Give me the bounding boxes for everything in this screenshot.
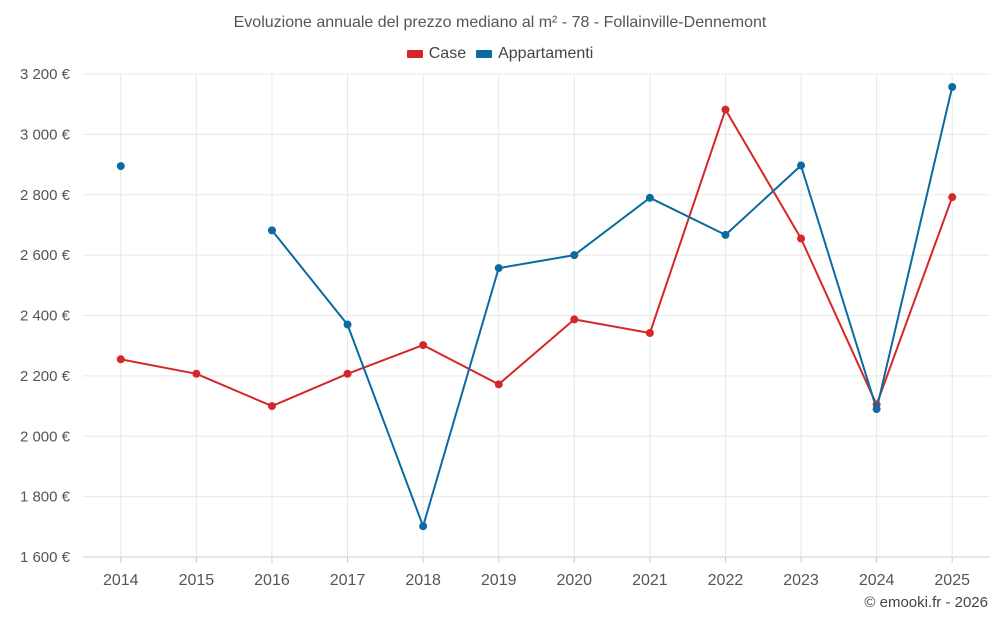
y-tick-label: 1 800 €: [20, 489, 71, 506]
y-tick-label: 2 800 €: [20, 187, 71, 204]
data-point-case: [721, 105, 730, 114]
credit-text: © emooki.fr - 2026: [864, 594, 988, 611]
data-point-appartamenti: [570, 251, 579, 260]
data-point-case: [948, 193, 957, 202]
x-tick-label: 2019: [481, 572, 517, 589]
data-point-appartamenti: [721, 230, 730, 239]
legend: Case Appartamenti: [0, 45, 1000, 63]
legend-swatch-appartamenti: [476, 50, 493, 58]
data-point-appartamenti: [419, 522, 428, 531]
legend-item-case[interactable]: Case: [406, 45, 467, 63]
data-point-case: [645, 329, 654, 338]
y-tick-label: 2 200 €: [20, 368, 71, 385]
x-tick-label: 2014: [103, 572, 139, 589]
data-point-case: [116, 355, 125, 364]
x-tick-label: 2020: [556, 572, 592, 589]
y-tick-label: 2 600 €: [20, 247, 71, 264]
y-tick-label: 1 600 €: [20, 549, 71, 566]
series-line-case: [120, 108, 954, 408]
y-tick-label: 2 000 €: [20, 428, 71, 445]
x-tick-label: 2017: [330, 572, 366, 589]
data-point-case: [494, 380, 503, 389]
data-point-case: [343, 369, 352, 378]
data-point-case: [570, 315, 579, 324]
legend-label-case: Case: [428, 45, 467, 62]
x-tick-label: 2025: [934, 572, 970, 589]
data-point-case: [797, 234, 806, 243]
x-tick-label: 2015: [179, 572, 215, 589]
legend-item-appartamenti[interactable]: Appartamenti: [476, 45, 593, 63]
chart-title: Evoluzione annuale del prezzo mediano al…: [233, 14, 767, 31]
legend-label-appartamenti: Appartamenti: [498, 45, 594, 62]
x-tick-label: 2016: [254, 572, 290, 589]
data-point-appartamenti: [116, 162, 125, 171]
x-tick-label: 2018: [405, 572, 441, 589]
y-tick-label: 3 200 €: [20, 66, 71, 83]
x-tick-label: 2023: [783, 572, 819, 589]
x-tick-label: 2021: [632, 572, 668, 589]
data-point-case: [419, 341, 428, 350]
data-point-appartamenti: [948, 82, 957, 91]
x-tick-label: 2022: [708, 572, 744, 589]
data-point-appartamenti: [797, 161, 806, 170]
x-tick-label: 2024: [859, 572, 895, 589]
data-point-appartamenti: [645, 193, 654, 202]
y-tick-label: 2 400 €: [20, 308, 71, 325]
legend-swatch-case: [406, 50, 423, 58]
data-point-appartamenti: [343, 320, 352, 329]
data-point-case: [267, 402, 276, 411]
data-point-case: [192, 369, 201, 378]
data-point-appartamenti: [494, 264, 503, 273]
data-point-appartamenti: [267, 226, 276, 235]
data-point-appartamenti: [872, 405, 881, 414]
y-tick-label: 3 000 €: [20, 126, 71, 143]
series-line-appartamenti: [271, 86, 954, 528]
